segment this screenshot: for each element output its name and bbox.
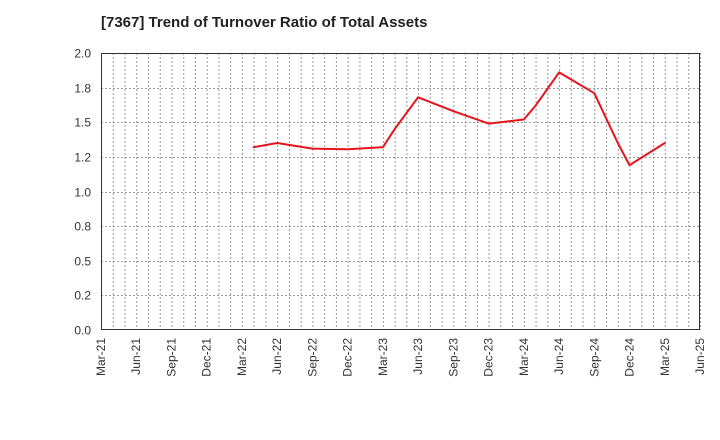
x-tick-label: Jun-25 — [693, 338, 707, 375]
x-tick-label: Jun-23 — [411, 338, 425, 375]
y-tick-label: 1.8 — [74, 82, 91, 96]
y-tick-label: 0.2 — [74, 289, 91, 303]
y-tick-label: 1.5 — [74, 116, 91, 130]
y-tick-label: 1.0 — [74, 186, 91, 200]
x-tick-label: Jun-21 — [129, 338, 143, 375]
y-tick-label: 1.2 — [74, 151, 91, 165]
x-tick-label: Mar-23 — [376, 338, 390, 376]
y-tick-label: 2.0 — [74, 47, 91, 61]
y-tick-label: 0.5 — [74, 255, 91, 269]
x-tick-label: Mar-21 — [94, 338, 108, 376]
x-tick-label: Jun-22 — [270, 338, 284, 375]
y-tick-label: 0.0 — [74, 324, 91, 338]
x-tick-label: Jun-24 — [552, 338, 566, 375]
chart-title: [7367] Trend of Turnover Ratio of Total … — [101, 14, 428, 31]
y-tick-label: 0.8 — [74, 220, 91, 234]
x-tick-label: Sep-22 — [305, 338, 319, 377]
x-tick-label: Dec-23 — [482, 338, 496, 377]
x-tick-label: Mar-24 — [517, 338, 531, 376]
plot-area — [101, 53, 700, 330]
x-tick-label: Dec-24 — [623, 338, 637, 377]
x-tick-label: Dec-22 — [341, 338, 355, 377]
series-line — [252, 71, 666, 167]
x-tick-label: Dec-21 — [200, 338, 214, 377]
x-tick-label: Sep-23 — [446, 338, 460, 377]
x-tick-label: Mar-25 — [658, 338, 672, 376]
plot-frame — [101, 53, 700, 330]
x-tick-label: Mar-22 — [235, 338, 249, 376]
x-tick-label: Sep-21 — [164, 338, 178, 377]
x-tick-label: Sep-24 — [587, 338, 601, 377]
